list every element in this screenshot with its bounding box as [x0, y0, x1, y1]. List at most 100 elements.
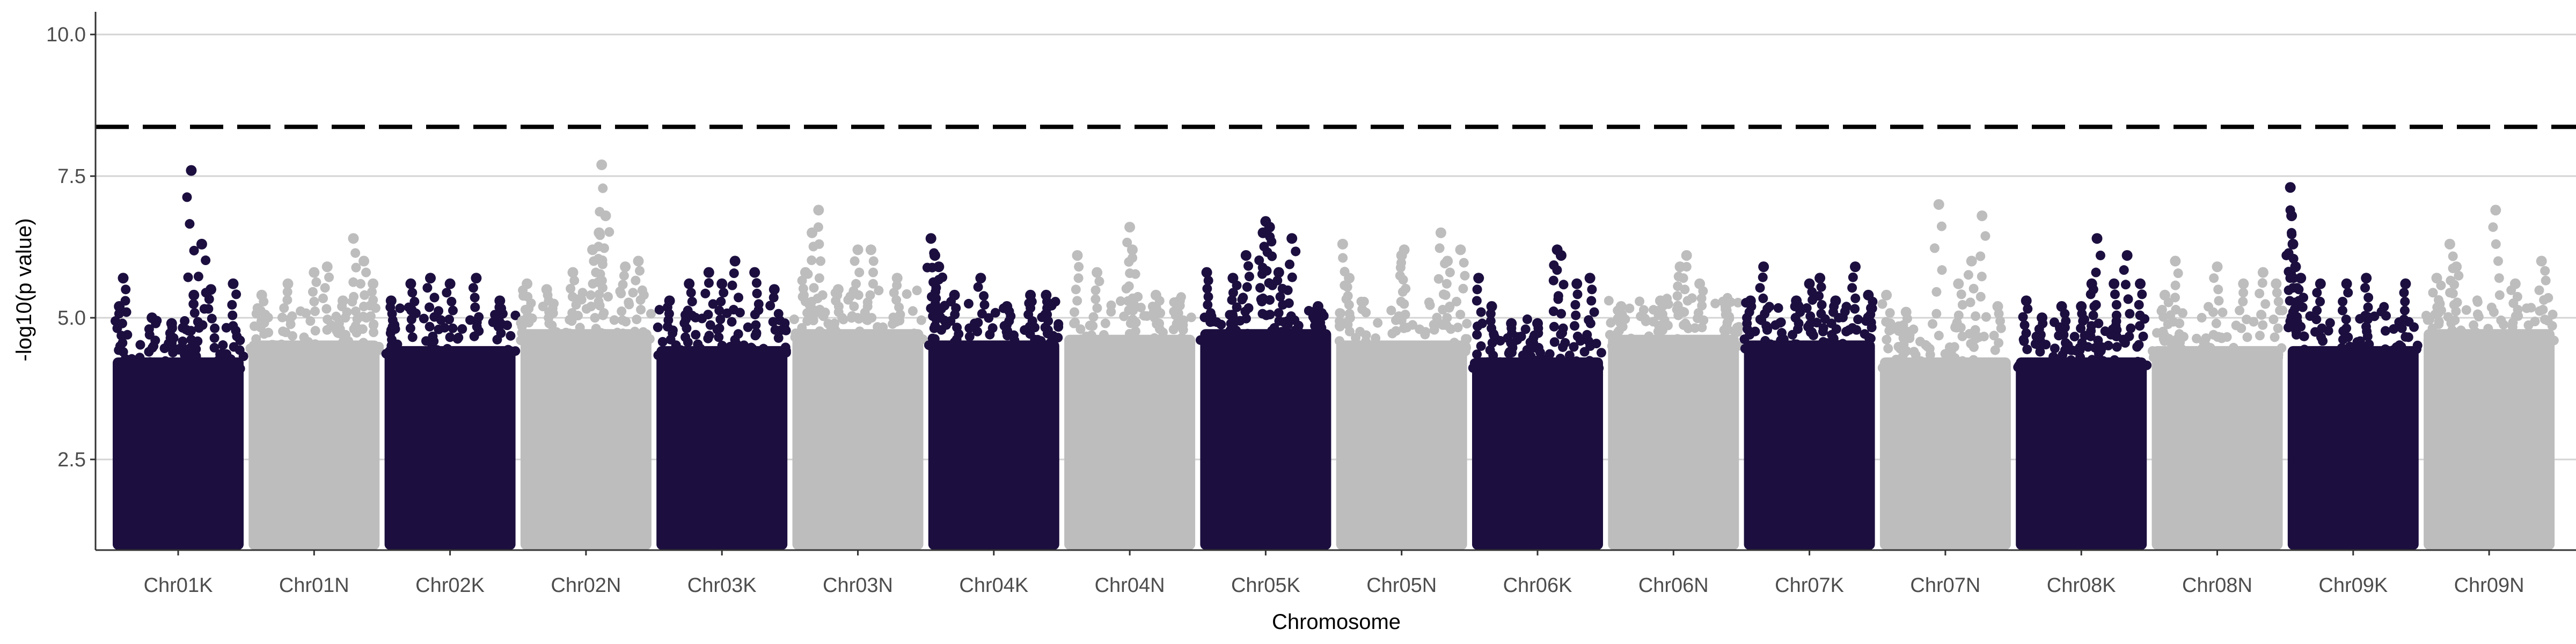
snp-peak-point — [633, 255, 644, 267]
snp-point — [1924, 343, 1935, 354]
snp-point — [1284, 298, 1294, 308]
snp-point — [544, 307, 554, 317]
snp-point — [1826, 318, 1836, 328]
snp-point — [2540, 314, 2550, 325]
snp-point — [2131, 362, 2141, 372]
x-tick-label: Chr06K — [1503, 574, 1572, 597]
snp-point — [2098, 356, 2108, 366]
snp-point — [2236, 323, 2246, 333]
y-tick-label: 5.0 — [57, 307, 86, 330]
snp-point — [753, 299, 764, 309]
x-tick-label: Chr09N — [2454, 574, 2524, 597]
snp-point — [445, 332, 455, 342]
snp-point — [2423, 315, 2433, 325]
snp-point — [2120, 338, 2130, 348]
snp-point — [1994, 338, 2004, 348]
snp-point — [1722, 305, 1732, 316]
snp-point — [1433, 274, 1444, 284]
snp-point — [367, 287, 377, 297]
snp-point — [2174, 329, 2184, 339]
snp-point — [2026, 357, 2036, 367]
snp-point — [447, 296, 457, 306]
snp-point — [1274, 316, 1284, 326]
snp-point — [1569, 342, 1579, 352]
snp-point — [700, 288, 711, 298]
snp-peak-point — [933, 261, 945, 273]
snp-point — [1092, 303, 1102, 313]
snp-point — [1755, 314, 1765, 325]
snp-point — [2337, 343, 2347, 353]
chromosome-points-Chr08K — [2013, 233, 2152, 550]
snp-point — [2273, 296, 2284, 306]
snp-point — [2158, 326, 2168, 336]
snp-point — [1033, 334, 1043, 345]
snp-point — [2170, 292, 2180, 303]
y-tick-label: 10.0 — [46, 24, 86, 46]
snp-point — [2299, 292, 2309, 303]
snp-point — [567, 308, 577, 318]
snp-point — [2400, 296, 2410, 306]
point-cloud — [1336, 340, 1467, 550]
snp-point — [990, 308, 1000, 318]
snp-peak-point — [2431, 273, 2442, 284]
snp-point — [719, 288, 729, 298]
snp-point — [1586, 296, 1597, 306]
snp-point — [1116, 296, 1126, 306]
snp-point — [977, 309, 987, 319]
snp-point — [733, 329, 743, 339]
snp-peak-point — [2400, 278, 2411, 289]
x-tick-label: Chr08K — [2047, 574, 2116, 597]
snp-point — [892, 280, 902, 290]
snp-point — [1088, 321, 1098, 331]
snp-point — [2087, 355, 2097, 365]
snp-point — [1829, 302, 1839, 312]
snp-point — [2111, 321, 2121, 331]
snp-point — [619, 270, 629, 281]
snp-point — [1185, 341, 1195, 351]
snp-peak-point — [769, 284, 780, 295]
snp-point — [729, 342, 739, 353]
snp-point — [2491, 239, 2501, 249]
snp-point — [2075, 345, 2085, 355]
snp-point — [2483, 324, 2493, 334]
snp-point — [183, 272, 193, 282]
snp-point — [1963, 270, 1973, 280]
snp-point — [2363, 312, 2373, 322]
snp-point — [693, 339, 703, 349]
snp-point — [2397, 323, 2407, 333]
snp-peak-point — [1455, 244, 1466, 255]
snp-point — [120, 354, 130, 364]
snp-point — [2360, 283, 2370, 293]
snp-point — [891, 295, 902, 305]
snp-point — [1805, 327, 1816, 338]
chromosome-points-Chr06N — [1604, 250, 1744, 550]
snp-point — [1780, 345, 1790, 355]
snp-point — [286, 319, 296, 330]
snp-point — [1965, 297, 1975, 308]
snp-point — [287, 311, 297, 321]
snp-point — [1756, 346, 1766, 356]
snp-point — [1775, 318, 1785, 328]
snp-point — [1472, 349, 1482, 360]
snp-point — [180, 316, 190, 326]
snp-peak-point — [1473, 273, 1484, 284]
snp-point — [177, 363, 187, 374]
snp-point — [816, 256, 826, 266]
snp-point — [816, 335, 826, 346]
snp-point — [586, 302, 596, 312]
snp-point — [1455, 310, 1466, 320]
snp-point — [2436, 280, 2446, 290]
snp-point — [2132, 342, 2142, 352]
snp-point — [207, 313, 217, 324]
snp-point — [1072, 296, 1082, 306]
snp-point — [2399, 314, 2409, 325]
snp-point — [567, 291, 577, 302]
snp-point — [597, 259, 608, 269]
snp-point — [323, 314, 333, 325]
x-tick-label: Chr05N — [1366, 574, 1437, 597]
snp-point — [210, 323, 220, 333]
snp-point — [1558, 280, 1569, 290]
snp-point — [1203, 299, 1213, 310]
snp-point — [252, 303, 262, 313]
snp-point — [2343, 332, 2353, 342]
